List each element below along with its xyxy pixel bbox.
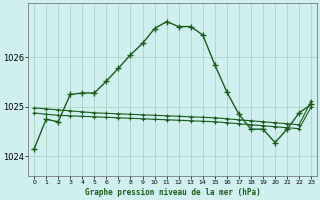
X-axis label: Graphe pression niveau de la mer (hPa): Graphe pression niveau de la mer (hPa) (85, 188, 260, 197)
